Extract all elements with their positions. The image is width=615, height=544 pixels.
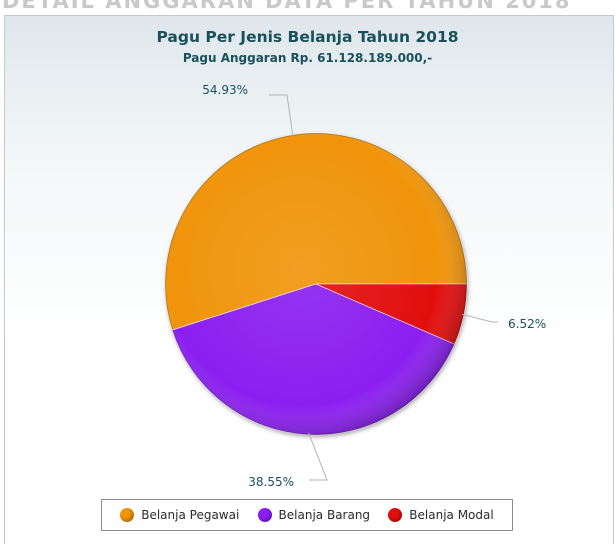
legend-dot-icon (388, 508, 403, 522)
legend-label: Belanja Pegawai (141, 508, 240, 522)
chart-title: Pagu Per Jenis Belanja Tahun 2018 (156, 28, 459, 46)
chart-subtitle: Pagu Anggaran Rp. 61.128.189.000,- (182, 51, 433, 65)
data-label: 6.52% (508, 317, 546, 331)
legend-item-belanja-modal[interactable]: Belanja Modal (388, 508, 494, 522)
label-leader-line (461, 313, 498, 323)
legend-item-belanja-pegawai[interactable]: Belanja Pegawai (120, 508, 239, 522)
data-label: 54.93% (202, 83, 248, 97)
legend-dot-icon (120, 508, 135, 522)
legend-label: Belanja Barang (278, 508, 371, 522)
legend-dot-icon (257, 508, 272, 522)
label-leader-line (308, 432, 328, 481)
legend-item-belanja-barang[interactable]: Belanja Barang (257, 508, 371, 522)
data-label: 38.55% (248, 475, 294, 489)
label-leader-line (269, 94, 294, 137)
legend-label: Belanja Modal (409, 508, 494, 522)
chart-legend: Belanja Pegawai Belanja Barang Belanja M… (101, 499, 513, 531)
cropped-header-text: DETAIL ANGGARAN DATA PER TAHUN 2018 (2, 0, 572, 13)
